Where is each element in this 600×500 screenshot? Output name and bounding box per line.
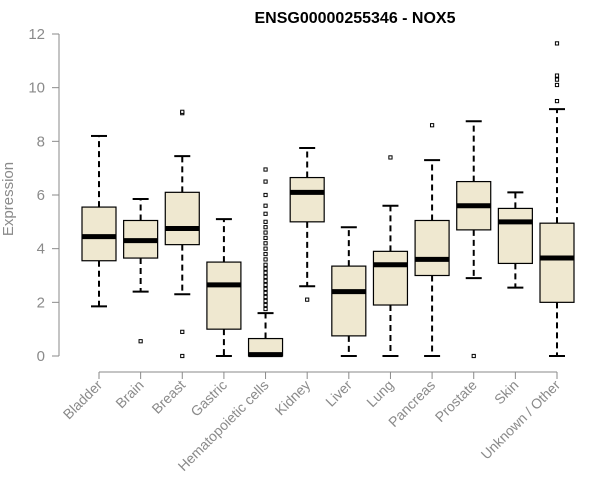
outlier-point [263,230,268,235]
outlier-point [263,266,268,271]
box-group [206,218,242,357]
box-group [414,123,450,357]
iqr-box [331,265,367,337]
y-tick-label: 10 [28,80,45,97]
outlier-point [263,211,268,216]
y-tick-label: 4 [37,241,45,258]
outlier-point [263,298,268,304]
box-group [497,191,533,289]
outlier-point [138,339,143,344]
box-group [81,134,117,308]
outlier-point [263,274,268,279]
iqr-box [497,207,533,265]
outlier-point [263,251,268,257]
outlier-point [263,294,268,300]
outlier-point [263,302,268,308]
x-category-label: Prostate [432,377,480,425]
box-group [164,109,200,359]
box-group [247,167,284,358]
outlier-point [263,203,268,208]
outlier-point [263,278,268,283]
outlier-point [180,109,185,114]
x-category-label: Lung [363,377,396,410]
outlier-point [263,241,268,246]
iqr-box [164,191,200,246]
outlier-point [554,98,560,104]
iqr-box [539,222,575,303]
outlier-point [263,167,268,172]
iqr-box [414,219,450,277]
box-group [456,120,492,359]
chart-title: ENSG00000255346 - NOX5 [254,10,455,27]
x-category-label: Breast [148,377,188,417]
outlier-point [263,225,268,230]
x-category-label: Brain [112,377,146,411]
iqr-box [206,261,242,330]
outlier-point [263,219,268,224]
box-group [539,41,575,357]
outlier-point [263,270,268,275]
x-category-label: Skin [491,377,522,408]
outlier-point [554,77,560,82]
boxes [81,41,575,359]
outlier-point [180,353,185,359]
iqr-box [372,250,409,306]
y-tick-label: 12 [28,26,45,43]
x-category-label: Kidney [272,377,314,419]
outlier-point [429,123,435,128]
outlier-point [263,306,268,312]
outlier-point [305,297,310,302]
outlier-point [263,257,268,262]
x-category-label: Unknown / Other [478,377,564,463]
outlier-point [263,282,268,287]
x-category-label: Liver [322,377,355,410]
y-tick-label: 6 [37,187,45,204]
y-axis-label: Expression [0,162,17,236]
outlier-point [554,73,560,78]
y-tick-label: 2 [37,294,45,311]
outlier-point [263,246,268,251]
box-group [123,198,159,344]
outlier-point [554,82,560,88]
outlier-point [388,155,393,160]
iqr-box [81,206,117,262]
y-tick-label: 8 [37,133,45,150]
box-group [372,155,409,357]
y-ticks: 0 2 4 6 8 10 12 [28,26,59,365]
iqr-box [289,176,325,223]
box-group [331,226,367,357]
outlier-point [263,235,268,241]
outlier-point [263,286,268,292]
outlier-point [180,329,185,334]
outlier-point [263,290,268,296]
outlier-point [263,192,268,198]
y-tick-label: 0 [37,348,45,365]
outlier-point [554,41,560,46]
outlier-point [471,353,476,359]
x-category-label: Bladder [60,377,106,423]
outlier-point [263,262,268,267]
outlier-point [263,179,268,184]
box-group [289,147,325,302]
